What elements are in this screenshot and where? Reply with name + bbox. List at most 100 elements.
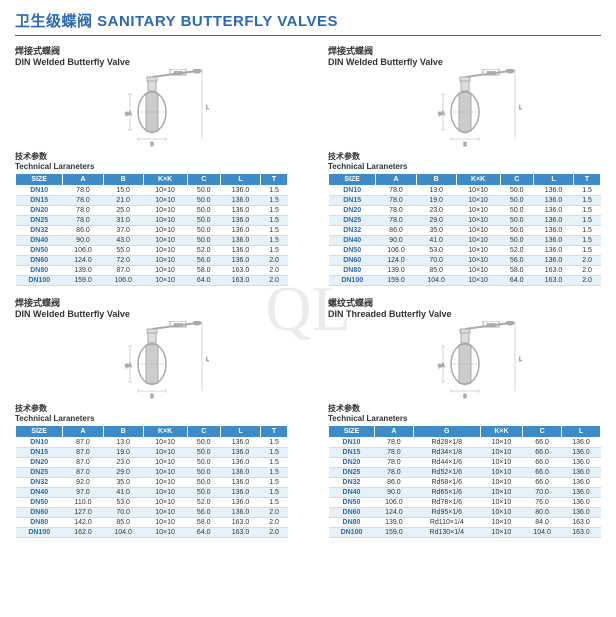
table-cell: 136.0 bbox=[533, 246, 573, 256]
table-cell: 41.0 bbox=[103, 488, 143, 498]
table-cell: 80.0 bbox=[523, 508, 562, 518]
table-cell: 1.5 bbox=[574, 246, 601, 256]
table-header: B bbox=[416, 174, 456, 186]
table-cell: 136.0 bbox=[533, 216, 573, 226]
table-cell: 10×10 bbox=[143, 196, 187, 206]
table-cell: 29.0 bbox=[416, 216, 456, 226]
table-cell: 106.0 bbox=[374, 498, 413, 508]
table-cell: DN20 bbox=[16, 458, 63, 468]
table-cell: 86.0 bbox=[374, 478, 413, 488]
table-cell: 104.0 bbox=[103, 528, 143, 538]
table-cell: 78.0 bbox=[376, 186, 416, 196]
table-cell: 1.5 bbox=[574, 186, 601, 196]
table-cell: 50.0 bbox=[500, 196, 533, 206]
table-cell: 104.0 bbox=[416, 276, 456, 286]
table-row: DN100159.0104.010×1064.0163.02.0 bbox=[329, 276, 601, 286]
table-cell: 10×10 bbox=[143, 448, 187, 458]
table-cell: 21.0 bbox=[103, 196, 143, 206]
table-cell: 84.0 bbox=[523, 518, 562, 528]
table-cell: 87.0 bbox=[63, 448, 103, 458]
table-cell: 66.0 bbox=[523, 438, 562, 448]
table-cell: 136.0 bbox=[533, 186, 573, 196]
table-cell: 50.0 bbox=[187, 468, 220, 478]
subtitle-cn: 焊接式蝶阀 bbox=[328, 44, 601, 57]
table-cell: 50.0 bbox=[187, 196, 220, 206]
table-cell: 78.0 bbox=[63, 196, 103, 206]
table-cell: 78.0 bbox=[63, 216, 103, 226]
table-cell: 10×10 bbox=[143, 508, 187, 518]
table-cell: 10×10 bbox=[143, 518, 187, 528]
table-header: K×K bbox=[143, 174, 187, 186]
table-header: T bbox=[261, 426, 288, 438]
table-cell: Rd110×1/4 bbox=[413, 518, 480, 528]
table-cell: 70.0 bbox=[103, 508, 143, 518]
table-cell: 2.0 bbox=[574, 266, 601, 276]
table-cell: Rd65×1/6 bbox=[413, 488, 480, 498]
table-header: K×K bbox=[456, 174, 500, 186]
table-header: SIZE bbox=[16, 426, 63, 438]
table-cell: 1.5 bbox=[261, 498, 288, 508]
svg-text:KXK: KXK bbox=[173, 70, 181, 75]
table-cell: 136.0 bbox=[220, 216, 260, 226]
valve-block-2: 焊接式蝶阀DIN Welded Butterfly Valve KXK φA B… bbox=[15, 296, 288, 538]
table-cell: DN32 bbox=[16, 226, 63, 236]
table-header: SIZE bbox=[329, 174, 376, 186]
table-cell: 136.0 bbox=[533, 226, 573, 236]
table-cell: 58.0 bbox=[187, 266, 220, 276]
table-header: SIZE bbox=[16, 174, 63, 186]
table-cell: 136.0 bbox=[220, 468, 260, 478]
table-row: DN2578.0Rd52×1/610×1066.0136.0 bbox=[329, 468, 601, 478]
table-cell: 86.0 bbox=[376, 226, 416, 236]
table-cell: 136.0 bbox=[220, 256, 260, 266]
table-cell: 10×10 bbox=[456, 276, 500, 286]
table-cell: 106.0 bbox=[103, 276, 143, 286]
table-cell: 13.0 bbox=[416, 186, 456, 196]
table-cell: DN100 bbox=[329, 276, 376, 286]
table-cell: 1.5 bbox=[261, 438, 288, 448]
table-cell: 35.0 bbox=[103, 478, 143, 488]
subtitle-en: DIN Welded Butterfly Valve bbox=[15, 57, 288, 67]
table-cell: 2.0 bbox=[261, 256, 288, 266]
table-cell: DN32 bbox=[329, 226, 376, 236]
table-cell: 124.0 bbox=[63, 256, 103, 266]
table-cell: 10×10 bbox=[480, 528, 522, 538]
table-header: A bbox=[63, 426, 103, 438]
table-header: B bbox=[103, 426, 143, 438]
table-cell: 87.0 bbox=[63, 468, 103, 478]
subtitle-en: DIN Welded Butterfly Valve bbox=[15, 309, 288, 319]
table-cell: 10×10 bbox=[143, 216, 187, 226]
table-cell: 10×10 bbox=[480, 518, 522, 528]
table-cell: 136.0 bbox=[220, 488, 260, 498]
table-cell: 10×10 bbox=[143, 276, 187, 286]
table-cell: 10×10 bbox=[456, 186, 500, 196]
table-header: C bbox=[523, 426, 562, 438]
svg-text:B: B bbox=[463, 394, 467, 400]
table-cell: 10×10 bbox=[456, 236, 500, 246]
table-cell: 1.5 bbox=[261, 246, 288, 256]
table-header: B bbox=[103, 174, 143, 186]
table-cell: DN25 bbox=[16, 468, 63, 478]
table-cell: 163.0 bbox=[220, 518, 260, 528]
table-cell: Rd28×1/8 bbox=[413, 438, 480, 448]
table-cell: 1.5 bbox=[261, 458, 288, 468]
table-cell: 10×10 bbox=[143, 206, 187, 216]
table-cell: 15.0 bbox=[103, 186, 143, 196]
table-row: DN2578.031.010×1050.0136.01.5 bbox=[16, 216, 288, 226]
table-cell: 41.0 bbox=[416, 236, 456, 246]
table-cell: 10×10 bbox=[143, 256, 187, 266]
table-cell: DN60 bbox=[329, 508, 375, 518]
params-label-cn: 技术参数 bbox=[15, 151, 288, 162]
table-row: DN1078.015.010×1050.0136.01.5 bbox=[16, 186, 288, 196]
table-cell: 50.0 bbox=[187, 488, 220, 498]
table-cell: 159.0 bbox=[63, 276, 103, 286]
table-cell: 136.0 bbox=[533, 256, 573, 266]
params-label-cn: 技术参数 bbox=[328, 403, 601, 414]
table-cell: 52.0 bbox=[187, 246, 220, 256]
table-cell: 10×10 bbox=[143, 236, 187, 246]
table-cell: 10×10 bbox=[480, 438, 522, 448]
table-cell: 1.5 bbox=[261, 236, 288, 246]
table-cell: DN100 bbox=[329, 528, 375, 538]
table-cell: 2.0 bbox=[261, 266, 288, 276]
table-cell: 106.0 bbox=[376, 246, 416, 256]
table-cell: 1.5 bbox=[574, 226, 601, 236]
